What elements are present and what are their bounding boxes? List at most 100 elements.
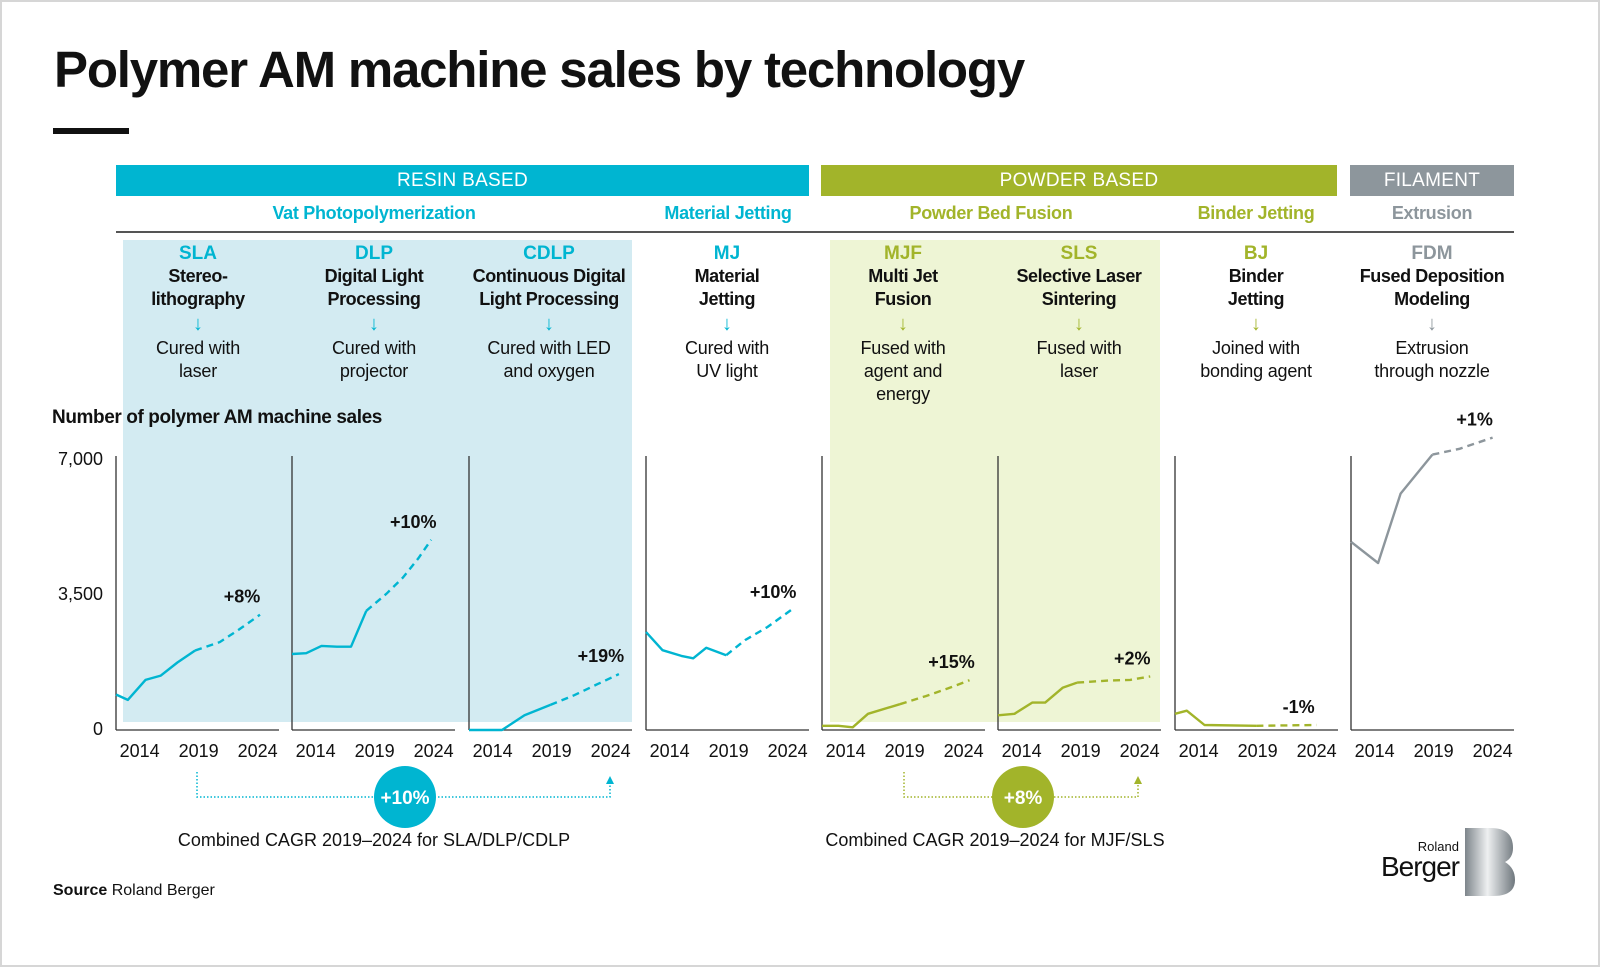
x-tick-label: 2014 (120, 741, 160, 761)
sub-powder-bed: Powder Bed Fusion (909, 203, 1073, 223)
x-tick-label: 2024 (238, 741, 278, 761)
tech-name1: Fused Deposition (1359, 266, 1505, 286)
x-tick-label: 2014 (650, 741, 690, 761)
forecast-line-mjf (899, 679, 970, 706)
source: Source Roland Berger (53, 882, 215, 900)
panel-cdlp: +19% 2014 2019 2024 (468, 456, 632, 761)
tech-desc2: laser (178, 361, 217, 381)
tech-desc2: agent and (863, 361, 943, 381)
actual-line-mj (645, 631, 727, 660)
tech-desc1: Cured with LED (487, 338, 611, 358)
cagr-label: +10% (750, 582, 797, 602)
tech-name1: Multi Jet (868, 266, 938, 286)
x-tick-label: 2024 (768, 741, 808, 761)
tech-abbr: MJ (713, 243, 741, 264)
forecast-line-dlp (365, 539, 433, 612)
x-tick-label: 2019 (1061, 741, 1101, 761)
panel-mjf: +15% 2014 2019 2024 (821, 456, 985, 761)
y-tick-label: 7,000 (57, 449, 103, 469)
cagr-badge-value: +8% (1004, 788, 1043, 809)
sub-binder-jetting: Binder Jetting (1197, 203, 1315, 223)
actual-line-fdm (1350, 453, 1434, 565)
tech-desc2: through nozzle (1374, 361, 1490, 381)
title-underline (53, 128, 129, 134)
down-arrow-icon: ↓ (898, 313, 908, 335)
down-arrow-icon: ↓ (369, 313, 379, 335)
category-filament: FILAMENT (1350, 165, 1514, 196)
combined-label-resin: Combined CAGR 2019–2024 for SLA/DLP/CDLP (177, 830, 571, 850)
x-tick-label: 2019 (885, 741, 925, 761)
cagr-badge (992, 766, 1054, 828)
cagr-label: +19% (578, 646, 625, 666)
y-tick-label: 0 (92, 719, 103, 739)
page-title: Polymer AM machine sales by technology (54, 41, 1025, 98)
category-powder: POWDER BASED (821, 165, 1337, 196)
x-tick-label: 2019 (532, 741, 572, 761)
x-tick-label: 2014 (826, 741, 866, 761)
tech-name1: Selective Laser (1016, 266, 1142, 286)
x-tick-label: 2019 (1238, 741, 1278, 761)
x-tick-label: 2014 (296, 741, 336, 761)
tech-mj: MJ Material Jetting ↓ Cured with UV light (639, 242, 815, 383)
cagr-label: +15% (928, 652, 975, 672)
tech-desc2: and oxygen (503, 361, 595, 381)
tech-abbr: SLA (179, 243, 217, 264)
tech-desc1: Cured with (331, 338, 417, 358)
cagr-badge (374, 766, 436, 828)
tech-name1: Binder (1228, 266, 1284, 286)
tech-name1: Continuous Digital (472, 266, 626, 286)
actual-line-sla (115, 649, 196, 702)
tech-abbr: BJ (1243, 243, 1269, 264)
up-arrow-icon (1134, 776, 1142, 784)
down-arrow-icon: ↓ (1251, 313, 1261, 335)
actual-line-mjf (822, 703, 901, 729)
cagr-label: -1% (1283, 697, 1315, 717)
x-tick-label: 2019 (355, 741, 395, 761)
panel-mj: +10% 2014 2019 2024 (645, 456, 809, 761)
tech-abbr: FDM (1411, 243, 1453, 264)
tech-name2: Fusion (874, 289, 932, 309)
tech-name2: Sintering (1041, 289, 1117, 309)
panel-fdm: +1% 2014 2019 2024 (1350, 410, 1514, 761)
combined-label-powder: Combined CAGR 2019–2024 for MJF/SLS (825, 830, 1165, 850)
forecast-line-fdm (1432, 436, 1493, 456)
forecast-line-cdlp (549, 673, 620, 707)
tech-bj: BJ Binder Jetting ↓ Joined with bonding agent (1168, 242, 1344, 383)
tech-desc2: bonding agent (1200, 361, 1312, 381)
actual-line-dlp (291, 610, 368, 656)
tech-name2: lithography (151, 289, 245, 309)
x-tick-label: 2024 (591, 741, 631, 761)
x-tick-label: 2014 (1355, 741, 1395, 761)
panel-sla: +8% 2014 2019 2024 (115, 456, 279, 761)
tech-desc1: Fused with (1036, 338, 1122, 358)
tech-abbr: MJF (884, 243, 922, 264)
tech-mjf: MJF Multi Jet Fusion ↓ Fused with agent and en… (815, 242, 991, 406)
y-tick-label: 3,500 (57, 584, 103, 604)
actual-line-sls (997, 681, 1078, 717)
x-tick-label: 2019 (1414, 741, 1454, 761)
actual-line-bj (1174, 709, 1257, 727)
cagr-badge-value: +10% (380, 788, 429, 809)
sub-vat: Vat Photopolymerization (272, 203, 476, 223)
x-tick-label: 2024 (1297, 741, 1337, 761)
tech-abbr: CDLP (523, 243, 575, 264)
tech-name1: Digital Light (324, 266, 424, 286)
resin-highlight (123, 240, 632, 722)
tech-abbr: SLS (1060, 243, 1098, 264)
tech-name2: Jetting (1227, 289, 1285, 309)
combined-cagr-0: +10% (196, 766, 614, 828)
tech-dlp: DLP Digital Light Processing ↓ Cured with pro… (286, 242, 462, 383)
down-arrow-icon: ↓ (193, 313, 203, 335)
tech-fdm: FDM Fused Deposition Modeling ↓ Extrusion thr… (1344, 242, 1520, 383)
x-tick-label: 2019 (179, 741, 219, 761)
up-arrow-icon (606, 776, 614, 784)
down-arrow-icon: ↓ (1074, 313, 1084, 335)
down-arrow-icon: ↓ (722, 313, 732, 335)
source-label: Source (53, 882, 108, 899)
combined-cagr-1: +8% (903, 766, 1142, 828)
x-tick-label: 2024 (1473, 741, 1513, 761)
tech-sls: SLS Selective Laser Sintering ↓ Fused with la… (991, 242, 1167, 383)
down-arrow-icon: ↓ (1427, 313, 1437, 335)
